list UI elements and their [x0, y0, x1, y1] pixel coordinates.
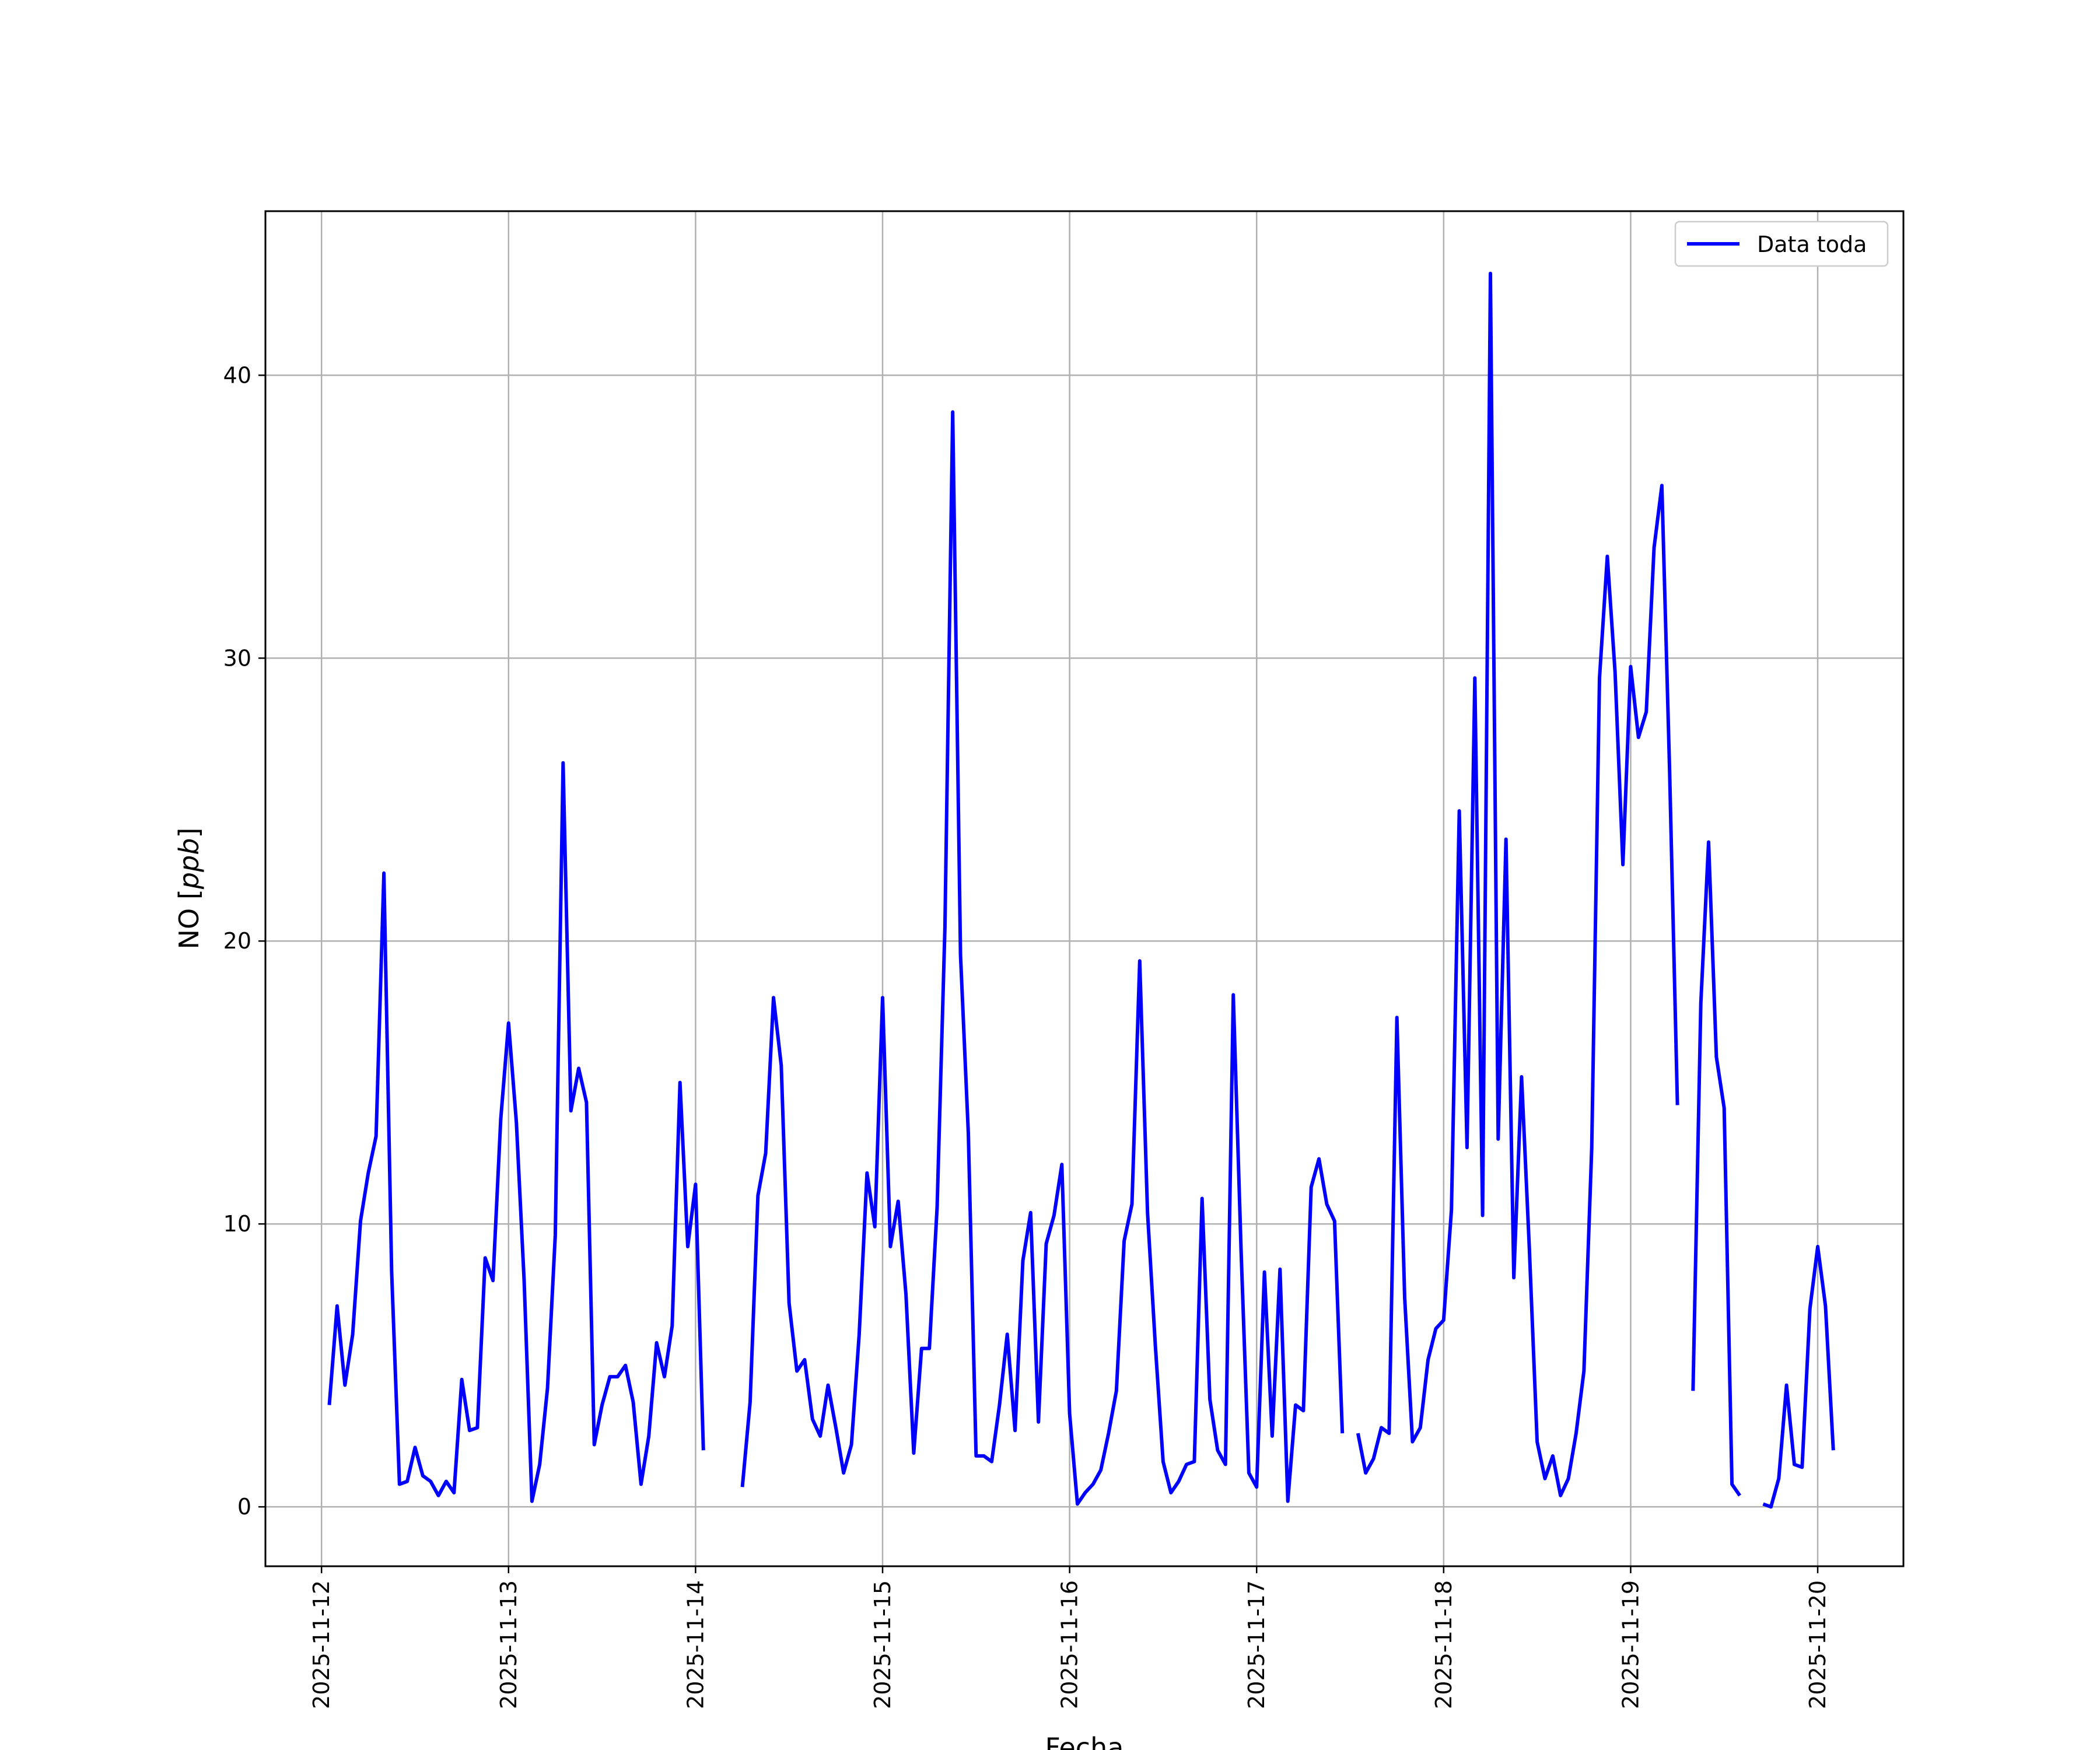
series-layer — [327, 271, 1835, 1509]
x-tick-label: 2025-11-12 — [309, 1580, 334, 1709]
x-tick-label: 2025-11-15 — [870, 1580, 895, 1709]
grid — [265, 211, 1903, 1566]
x-axis-label: Fecha — [1045, 1732, 1124, 1750]
series-line — [327, 271, 1835, 1509]
y-axis-label-unit: ppb — [173, 838, 205, 890]
y-tick-label: 0 — [237, 1494, 251, 1520]
legend-box — [1674, 220, 1889, 267]
x-tick-label: 2025-11-14 — [682, 1580, 708, 1709]
x-tick-label: 2025-11-18 — [1431, 1580, 1457, 1709]
y-axis-label: NO [ppb] — [173, 828, 205, 950]
x-tick-label: 2025-11-16 — [1057, 1580, 1083, 1709]
x-tick-label: 2025-11-19 — [1618, 1580, 1643, 1709]
y-tick-label: 10 — [223, 1211, 251, 1237]
y-axis-label-suffix: ] — [173, 828, 205, 838]
y-tick-label: 20 — [223, 928, 251, 954]
y-axis: 0 10 20 30 40 — [223, 362, 265, 1520]
legend-label: Data toda — [1757, 232, 1867, 257]
legend: Data toda — [1674, 220, 1889, 267]
x-tick-label: 2025-11-17 — [1244, 1580, 1269, 1709]
x-axis: 2025-11-12 2025-11-13 2025-11-14 2025-11-15… — [309, 1566, 1831, 1709]
x-tick-label: 2025-11-13 — [496, 1580, 522, 1709]
y-axis-label-prefix: NO [ — [173, 889, 205, 949]
x-tick-label: 2025-11-20 — [1805, 1580, 1831, 1709]
y-tick-label: 40 — [223, 362, 251, 388]
plot-frame — [264, 210, 1905, 1567]
y-tick-label: 30 — [223, 645, 251, 671]
